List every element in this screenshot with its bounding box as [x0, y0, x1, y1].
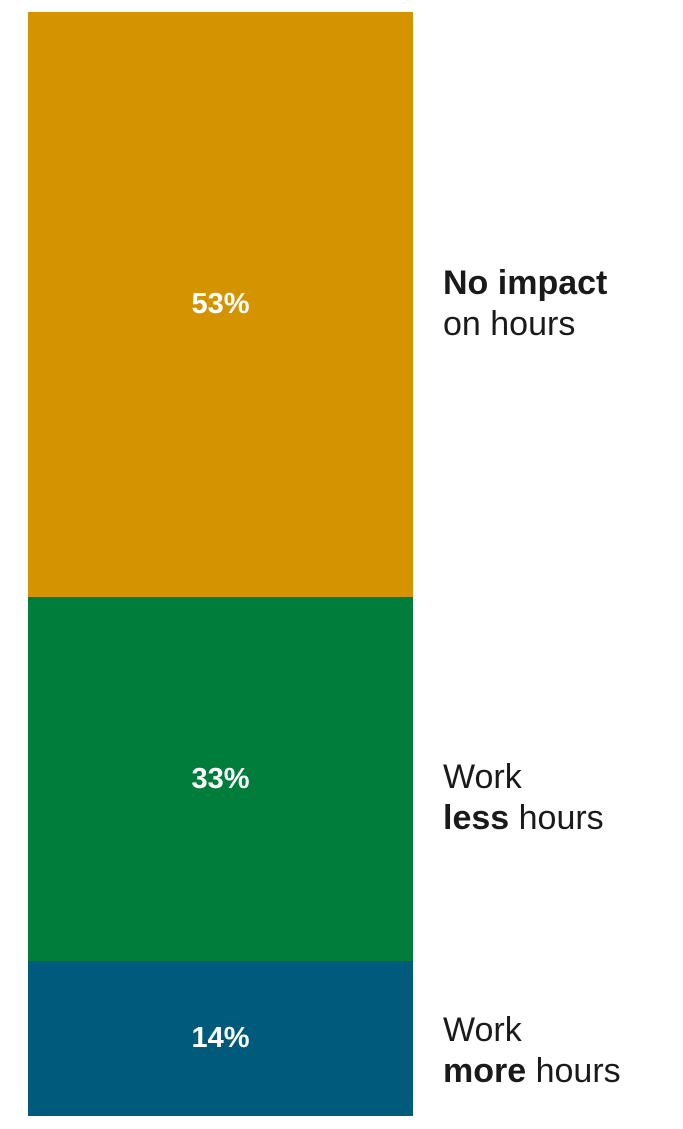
segment-value-label: 14%: [191, 1022, 250, 1055]
segment-label: Work more hours: [443, 1010, 621, 1092]
label-text-bold: No impact: [443, 264, 608, 302]
segment-value-label: 53%: [191, 288, 250, 321]
segment-label: No impact on hours: [443, 263, 607, 345]
segment-label: Work less hours: [443, 757, 604, 839]
segment-label-line: No impact: [443, 263, 607, 304]
label-text: Work: [443, 1011, 522, 1049]
label-text: hours: [526, 1052, 621, 1090]
label-text: hours: [509, 799, 604, 837]
bar-segment: 14%: [28, 961, 413, 1116]
segment-label-line: Work: [443, 1010, 621, 1051]
segment-label-line: on hours: [443, 304, 607, 345]
label-text-bold: more: [443, 1052, 527, 1090]
segment-label-line: more hours: [443, 1051, 621, 1092]
segment-label-line: less hours: [443, 798, 604, 839]
label-text-bold: less: [443, 799, 510, 837]
stacked-bar: 14% 33% 53%: [28, 12, 413, 1116]
label-text: on hours: [443, 305, 576, 343]
segment-label-line: Work: [443, 757, 604, 798]
segment-value-label: 33%: [191, 762, 250, 795]
label-text: Work: [443, 758, 522, 796]
bar-segment: 53%: [28, 12, 413, 598]
bar-segment: 33%: [28, 597, 413, 962]
